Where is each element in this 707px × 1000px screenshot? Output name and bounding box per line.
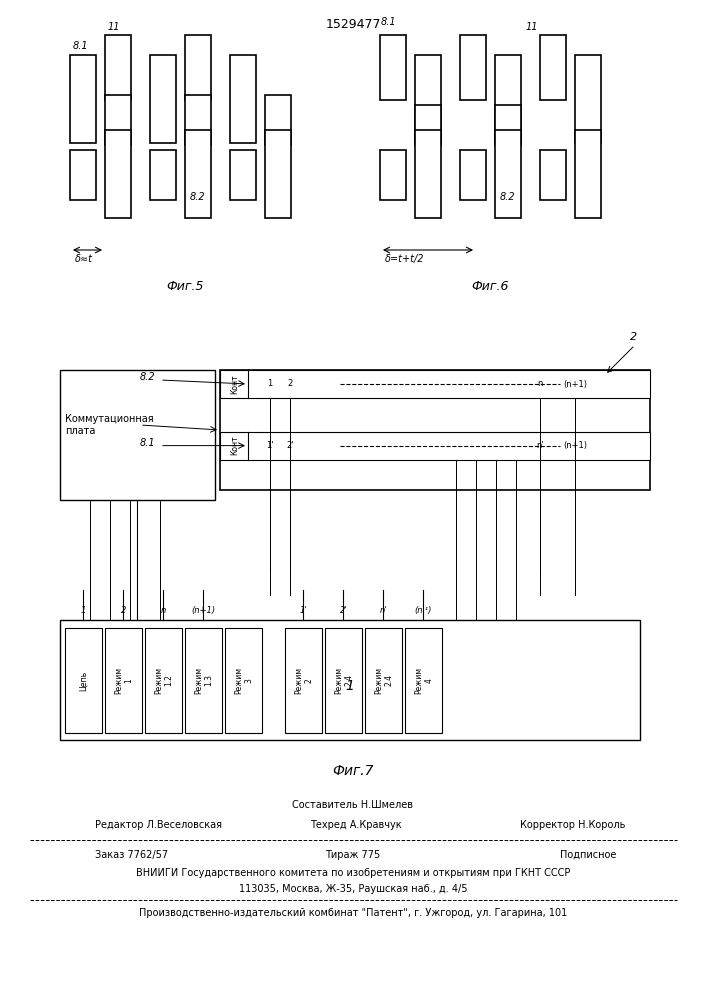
Text: Фиг.5: Фиг.5 bbox=[166, 280, 204, 293]
Bar bbox=[145, 628, 182, 733]
Bar bbox=[415, 130, 441, 218]
Bar bbox=[70, 150, 96, 200]
Bar bbox=[150, 55, 176, 143]
Text: Режим
2: Режим 2 bbox=[294, 667, 313, 694]
Bar bbox=[285, 628, 322, 733]
Bar bbox=[265, 95, 291, 145]
Bar bbox=[60, 620, 640, 740]
Bar bbox=[105, 628, 142, 733]
Bar bbox=[540, 150, 566, 200]
Bar bbox=[575, 55, 601, 143]
Bar bbox=[460, 150, 486, 200]
Text: 2: 2 bbox=[630, 332, 637, 342]
Text: 1: 1 bbox=[346, 679, 354, 693]
Text: 8.1: 8.1 bbox=[140, 438, 156, 448]
Bar bbox=[265, 130, 291, 218]
Text: n': n' bbox=[380, 606, 387, 615]
Bar bbox=[495, 105, 521, 145]
Bar bbox=[220, 432, 650, 460]
Text: 1529477: 1529477 bbox=[325, 18, 381, 31]
Text: 8.1: 8.1 bbox=[381, 17, 397, 27]
Text: 8.2: 8.2 bbox=[500, 192, 515, 202]
Bar bbox=[105, 95, 131, 145]
Text: Режим
4: Режим 4 bbox=[414, 667, 433, 694]
Bar bbox=[460, 35, 486, 100]
Text: (n+1): (n+1) bbox=[192, 606, 216, 615]
Bar bbox=[60, 370, 215, 500]
Bar bbox=[185, 35, 211, 100]
Bar bbox=[70, 55, 96, 143]
Text: 11: 11 bbox=[108, 22, 120, 32]
Text: n: n bbox=[161, 606, 166, 615]
Text: Режим
1.2: Режим 1.2 bbox=[154, 667, 173, 694]
Text: Корректор Н.Король: Корректор Н.Король bbox=[520, 820, 626, 830]
Bar bbox=[230, 55, 256, 143]
Text: (n+1): (n+1) bbox=[563, 379, 587, 388]
Text: (n+1): (n+1) bbox=[563, 441, 587, 450]
Text: Подписное: Подписное bbox=[560, 850, 617, 860]
Text: Конт: Конт bbox=[230, 436, 240, 455]
Bar bbox=[185, 95, 211, 145]
Bar bbox=[540, 35, 566, 100]
Text: Составитель Н.Шмелев: Составитель Н.Шмелев bbox=[293, 800, 414, 810]
Text: n': n' bbox=[536, 441, 544, 450]
Bar bbox=[230, 150, 256, 200]
Text: 113035, Москва, Ж-35, Раушская наб., д. 4/5: 113035, Москва, Ж-35, Раушская наб., д. … bbox=[239, 884, 467, 894]
Text: Редактор Л.Веселовская: Редактор Л.Веселовская bbox=[95, 820, 222, 830]
Text: 2': 2' bbox=[286, 441, 293, 450]
Text: Режим
1.3: Режим 1.3 bbox=[194, 667, 214, 694]
Bar bbox=[495, 130, 521, 218]
Bar bbox=[185, 130, 211, 218]
Bar bbox=[65, 628, 102, 733]
Bar bbox=[415, 105, 441, 145]
Bar bbox=[365, 628, 402, 733]
Text: 8.2: 8.2 bbox=[140, 372, 156, 382]
Text: 2: 2 bbox=[121, 606, 126, 615]
Bar bbox=[220, 370, 650, 490]
Text: Режим
2.4: Режим 2.4 bbox=[374, 667, 393, 694]
Text: Режим
2.4: Режим 2.4 bbox=[334, 667, 354, 694]
Text: Коммутационная
плата: Коммутационная плата bbox=[65, 414, 153, 436]
Bar bbox=[325, 628, 362, 733]
Text: Тираж 775: Тираж 775 bbox=[325, 850, 380, 860]
Bar bbox=[575, 130, 601, 218]
Bar bbox=[380, 150, 406, 200]
Bar bbox=[405, 628, 442, 733]
Text: 2': 2' bbox=[339, 606, 347, 615]
Text: Конт: Конт bbox=[230, 374, 240, 394]
Text: Режим
3: Режим 3 bbox=[234, 667, 253, 694]
Text: Техред А.Кравчук: Техред А.Кравчук bbox=[310, 820, 402, 830]
Bar bbox=[150, 150, 176, 200]
Text: Цепь: Цепь bbox=[79, 670, 88, 691]
Text: Заказ 7762/57: Заказ 7762/57 bbox=[95, 850, 168, 860]
Bar bbox=[380, 35, 406, 100]
Text: δ≈t: δ≈t bbox=[75, 254, 93, 264]
Text: 8.1: 8.1 bbox=[73, 41, 88, 51]
Text: 1: 1 bbox=[81, 606, 86, 615]
Bar bbox=[105, 130, 131, 218]
Text: 1': 1' bbox=[300, 606, 308, 615]
Bar bbox=[185, 628, 222, 733]
Text: Производственно-издательский комбинат "Патент", г. Ужгород, ул. Гагарина, 101: Производственно-издательский комбинат "П… bbox=[139, 908, 567, 918]
Text: Фиг.6: Фиг.6 bbox=[472, 280, 509, 293]
Bar bbox=[220, 370, 650, 398]
Text: Режим
1: Режим 1 bbox=[114, 667, 133, 694]
Bar bbox=[495, 55, 521, 143]
Text: Фиг.7: Фиг.7 bbox=[332, 764, 374, 778]
Text: 1': 1' bbox=[267, 441, 274, 450]
Text: 1: 1 bbox=[267, 379, 273, 388]
Text: 8.2: 8.2 bbox=[190, 192, 206, 202]
Bar bbox=[225, 628, 262, 733]
Text: 11: 11 bbox=[526, 22, 538, 32]
Text: δ=t+t/2: δ=t+t/2 bbox=[385, 254, 424, 264]
Text: n: n bbox=[537, 379, 543, 388]
Bar bbox=[415, 55, 441, 143]
Bar bbox=[105, 35, 131, 100]
Text: ВНИИГИ Государственного комитета по изобретениям и открытиям при ГКНТ СССР: ВНИИГИ Государственного комитета по изоб… bbox=[136, 868, 570, 878]
Text: (n'¹): (n'¹) bbox=[415, 606, 432, 615]
Text: 2: 2 bbox=[287, 379, 293, 388]
